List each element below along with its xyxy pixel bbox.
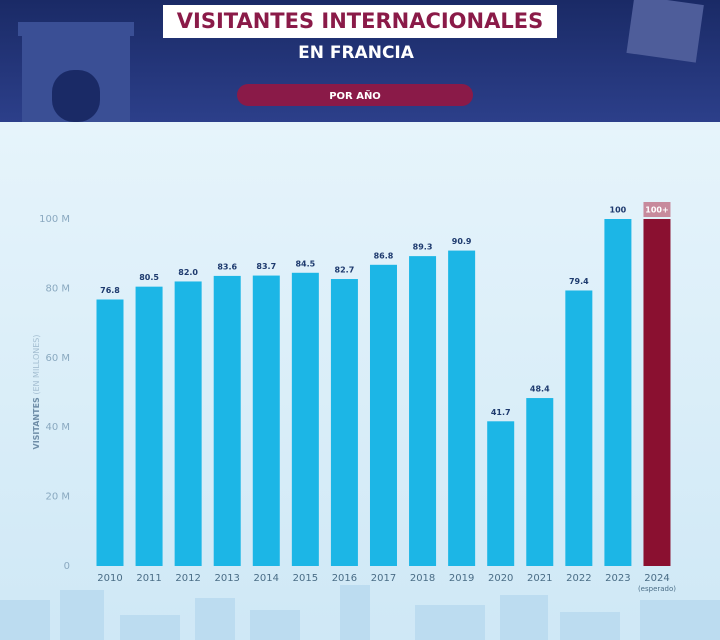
value-label: 41.7 — [491, 408, 511, 417]
arch-opening — [52, 70, 100, 122]
bar — [565, 290, 593, 566]
subtitle: EN FRANCIA — [298, 43, 415, 63]
bar — [409, 256, 437, 566]
x-tick-label: 2022 — [566, 573, 591, 584]
x-tick-label: 2021 — [527, 573, 552, 584]
value-label: 89.3 — [413, 243, 433, 252]
y-tick-label: 0 — [64, 561, 70, 572]
value-label-box — [643, 202, 671, 217]
y-tick-label: 60 M — [45, 353, 70, 364]
x-tick-label: 2013 — [214, 573, 239, 584]
bar — [448, 250, 476, 566]
title-box — [163, 5, 557, 38]
y-tick-label: 20 M — [45, 492, 70, 503]
x-tick-label: 2014 — [254, 573, 279, 584]
bar — [252, 275, 280, 566]
x-tick-label: 2015 — [293, 573, 318, 584]
value-label: 76.8 — [100, 286, 120, 295]
category-note: (esperado) — [638, 585, 676, 593]
value-label: 100+ — [645, 206, 668, 215]
x-tick-label: 2024 — [644, 573, 669, 584]
y-tick-label: 40 M — [45, 422, 70, 433]
value-label: 83.6 — [217, 262, 237, 271]
value-label: 82.7 — [335, 266, 355, 275]
stamp — [626, 0, 704, 63]
x-tick-label: 2020 — [488, 573, 513, 584]
y-axis-label-main: VISITANTES — [32, 397, 41, 450]
bar — [291, 272, 319, 566]
x-tick-label: 2018 — [410, 573, 435, 584]
skyline — [0, 585, 720, 640]
value-label: 86.8 — [374, 251, 394, 260]
bar — [604, 219, 632, 566]
bar — [96, 299, 124, 566]
x-tick-label: 2019 — [449, 573, 474, 584]
x-tick-label: 2016 — [332, 573, 357, 584]
bar — [487, 421, 515, 566]
value-label: 84.5 — [295, 259, 315, 268]
bar — [135, 286, 163, 566]
value-label: 82.0 — [178, 268, 198, 277]
x-tick-label: 2023 — [605, 573, 630, 584]
bar — [330, 279, 358, 566]
y-axis-label: VISITANTES (EN MILLONES) — [32, 335, 41, 450]
bar — [213, 275, 241, 566]
title: VISITANTES INTERNACIONALES — [177, 9, 543, 33]
badge — [237, 84, 473, 106]
bar — [526, 398, 554, 566]
value-label: 80.5 — [139, 273, 159, 282]
value-label: 83.7 — [256, 262, 276, 271]
value-label: 100 — [610, 206, 627, 215]
badge-text: POR AÑO — [329, 89, 381, 102]
y-axis-label-note: (EN MILLONES) — [32, 335, 41, 395]
x-tick-label: 2011 — [136, 573, 161, 584]
value-label: 79.4 — [569, 277, 589, 286]
bar — [369, 264, 397, 566]
y-tick-label: 80 M — [45, 283, 70, 294]
value-label: 90.9 — [452, 237, 472, 246]
bar — [643, 219, 671, 566]
x-tick-label: 2012 — [175, 573, 200, 584]
y-tick-label: 100 M — [39, 214, 70, 225]
x-tick-label: 2010 — [97, 573, 122, 584]
bar — [174, 281, 202, 566]
value-label: 48.4 — [530, 385, 550, 394]
x-tick-label: 2017 — [371, 573, 396, 584]
